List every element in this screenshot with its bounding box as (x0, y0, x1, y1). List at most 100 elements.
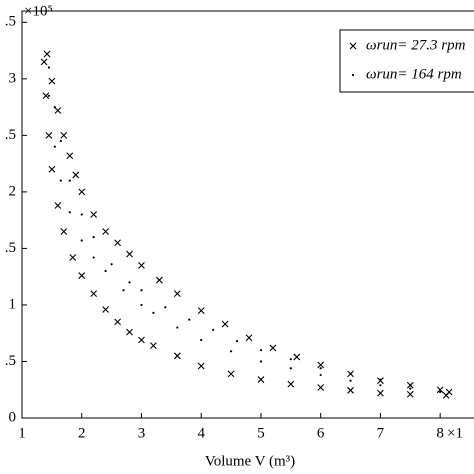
point (54, 107, 62, 114)
point (72, 171, 80, 179)
point (59, 179, 62, 182)
point (114, 239, 121, 247)
point (409, 384, 412, 387)
point (173, 352, 181, 360)
point (317, 361, 325, 369)
point (442, 392, 450, 399)
point (69, 254, 77, 261)
x-tick-label: 2 (78, 425, 86, 441)
legend-label: ωrun= 164 rpm (366, 66, 462, 82)
point (406, 390, 414, 398)
point (287, 380, 295, 388)
point (126, 328, 133, 336)
point (102, 228, 110, 235)
point (164, 306, 167, 309)
point (377, 377, 384, 385)
y-tick-label: .5 (5, 353, 16, 369)
point (43, 50, 51, 58)
point (53, 145, 56, 148)
point (259, 360, 263, 363)
point (439, 390, 442, 394)
point (439, 388, 442, 391)
point (78, 272, 86, 279)
point (102, 306, 110, 313)
x-tick-label: 7 (377, 425, 385, 441)
point (379, 378, 382, 381)
point (53, 105, 56, 109)
x-tick-label: 3 (138, 425, 146, 441)
point (90, 211, 98, 218)
x-tick-label: 4 (197, 425, 205, 441)
point (212, 328, 215, 331)
point (104, 269, 107, 273)
point (200, 338, 203, 342)
plot-frame (21, 10, 474, 419)
point (245, 334, 253, 342)
point (289, 367, 292, 370)
point (114, 318, 121, 326)
point (60, 228, 68, 235)
x-tick-label: 1 (18, 425, 26, 441)
point (176, 326, 179, 329)
point (269, 344, 277, 352)
point (377, 389, 384, 397)
point (140, 289, 143, 292)
point (317, 384, 325, 391)
point (197, 362, 205, 370)
y-tick-label: .5 (5, 127, 16, 143)
point (156, 276, 163, 284)
point (126, 250, 133, 258)
point (59, 139, 62, 143)
point (319, 373, 322, 377)
point (227, 370, 235, 378)
x-tick-label: 8 (436, 425, 444, 441)
point (48, 165, 56, 173)
y-tick-label: 2 (9, 183, 17, 199)
point (349, 379, 352, 382)
point (68, 179, 71, 182)
legend-label: ωrun= 27.3 rpm (366, 37, 466, 53)
point (293, 353, 301, 361)
point (45, 131, 53, 139)
point (173, 290, 181, 298)
y-tick-label: .5 (5, 240, 16, 256)
point (90, 290, 98, 298)
point (48, 77, 56, 85)
point (257, 376, 265, 383)
legend-marker (349, 42, 357, 50)
point (80, 239, 83, 242)
point (78, 188, 86, 196)
point (221, 320, 229, 328)
point (42, 92, 50, 100)
point (319, 367, 322, 370)
legend-box (339, 29, 474, 93)
point (409, 387, 412, 390)
point (122, 289, 125, 292)
x-axis-label: Volume V (m³) (205, 453, 295, 469)
point (229, 350, 233, 353)
point (60, 131, 68, 139)
x-tick-label: 5 (257, 425, 265, 441)
point (110, 263, 113, 266)
point (92, 256, 95, 259)
point (259, 349, 263, 352)
point (349, 372, 352, 376)
x-tick-label: 6 (317, 425, 325, 441)
point (66, 152, 74, 160)
y-tick-label: 0 (9, 409, 17, 425)
point (347, 386, 354, 394)
point (150, 342, 157, 350)
point (54, 202, 62, 209)
point (68, 211, 71, 214)
legend-marker (351, 73, 355, 77)
y-tick-label: .5 (5, 14, 16, 30)
point (47, 66, 50, 69)
point (379, 384, 382, 387)
point (235, 340, 239, 343)
point (289, 358, 292, 361)
x-multiplier: ×1 (447, 425, 463, 441)
point (138, 261, 145, 269)
point (128, 281, 131, 284)
